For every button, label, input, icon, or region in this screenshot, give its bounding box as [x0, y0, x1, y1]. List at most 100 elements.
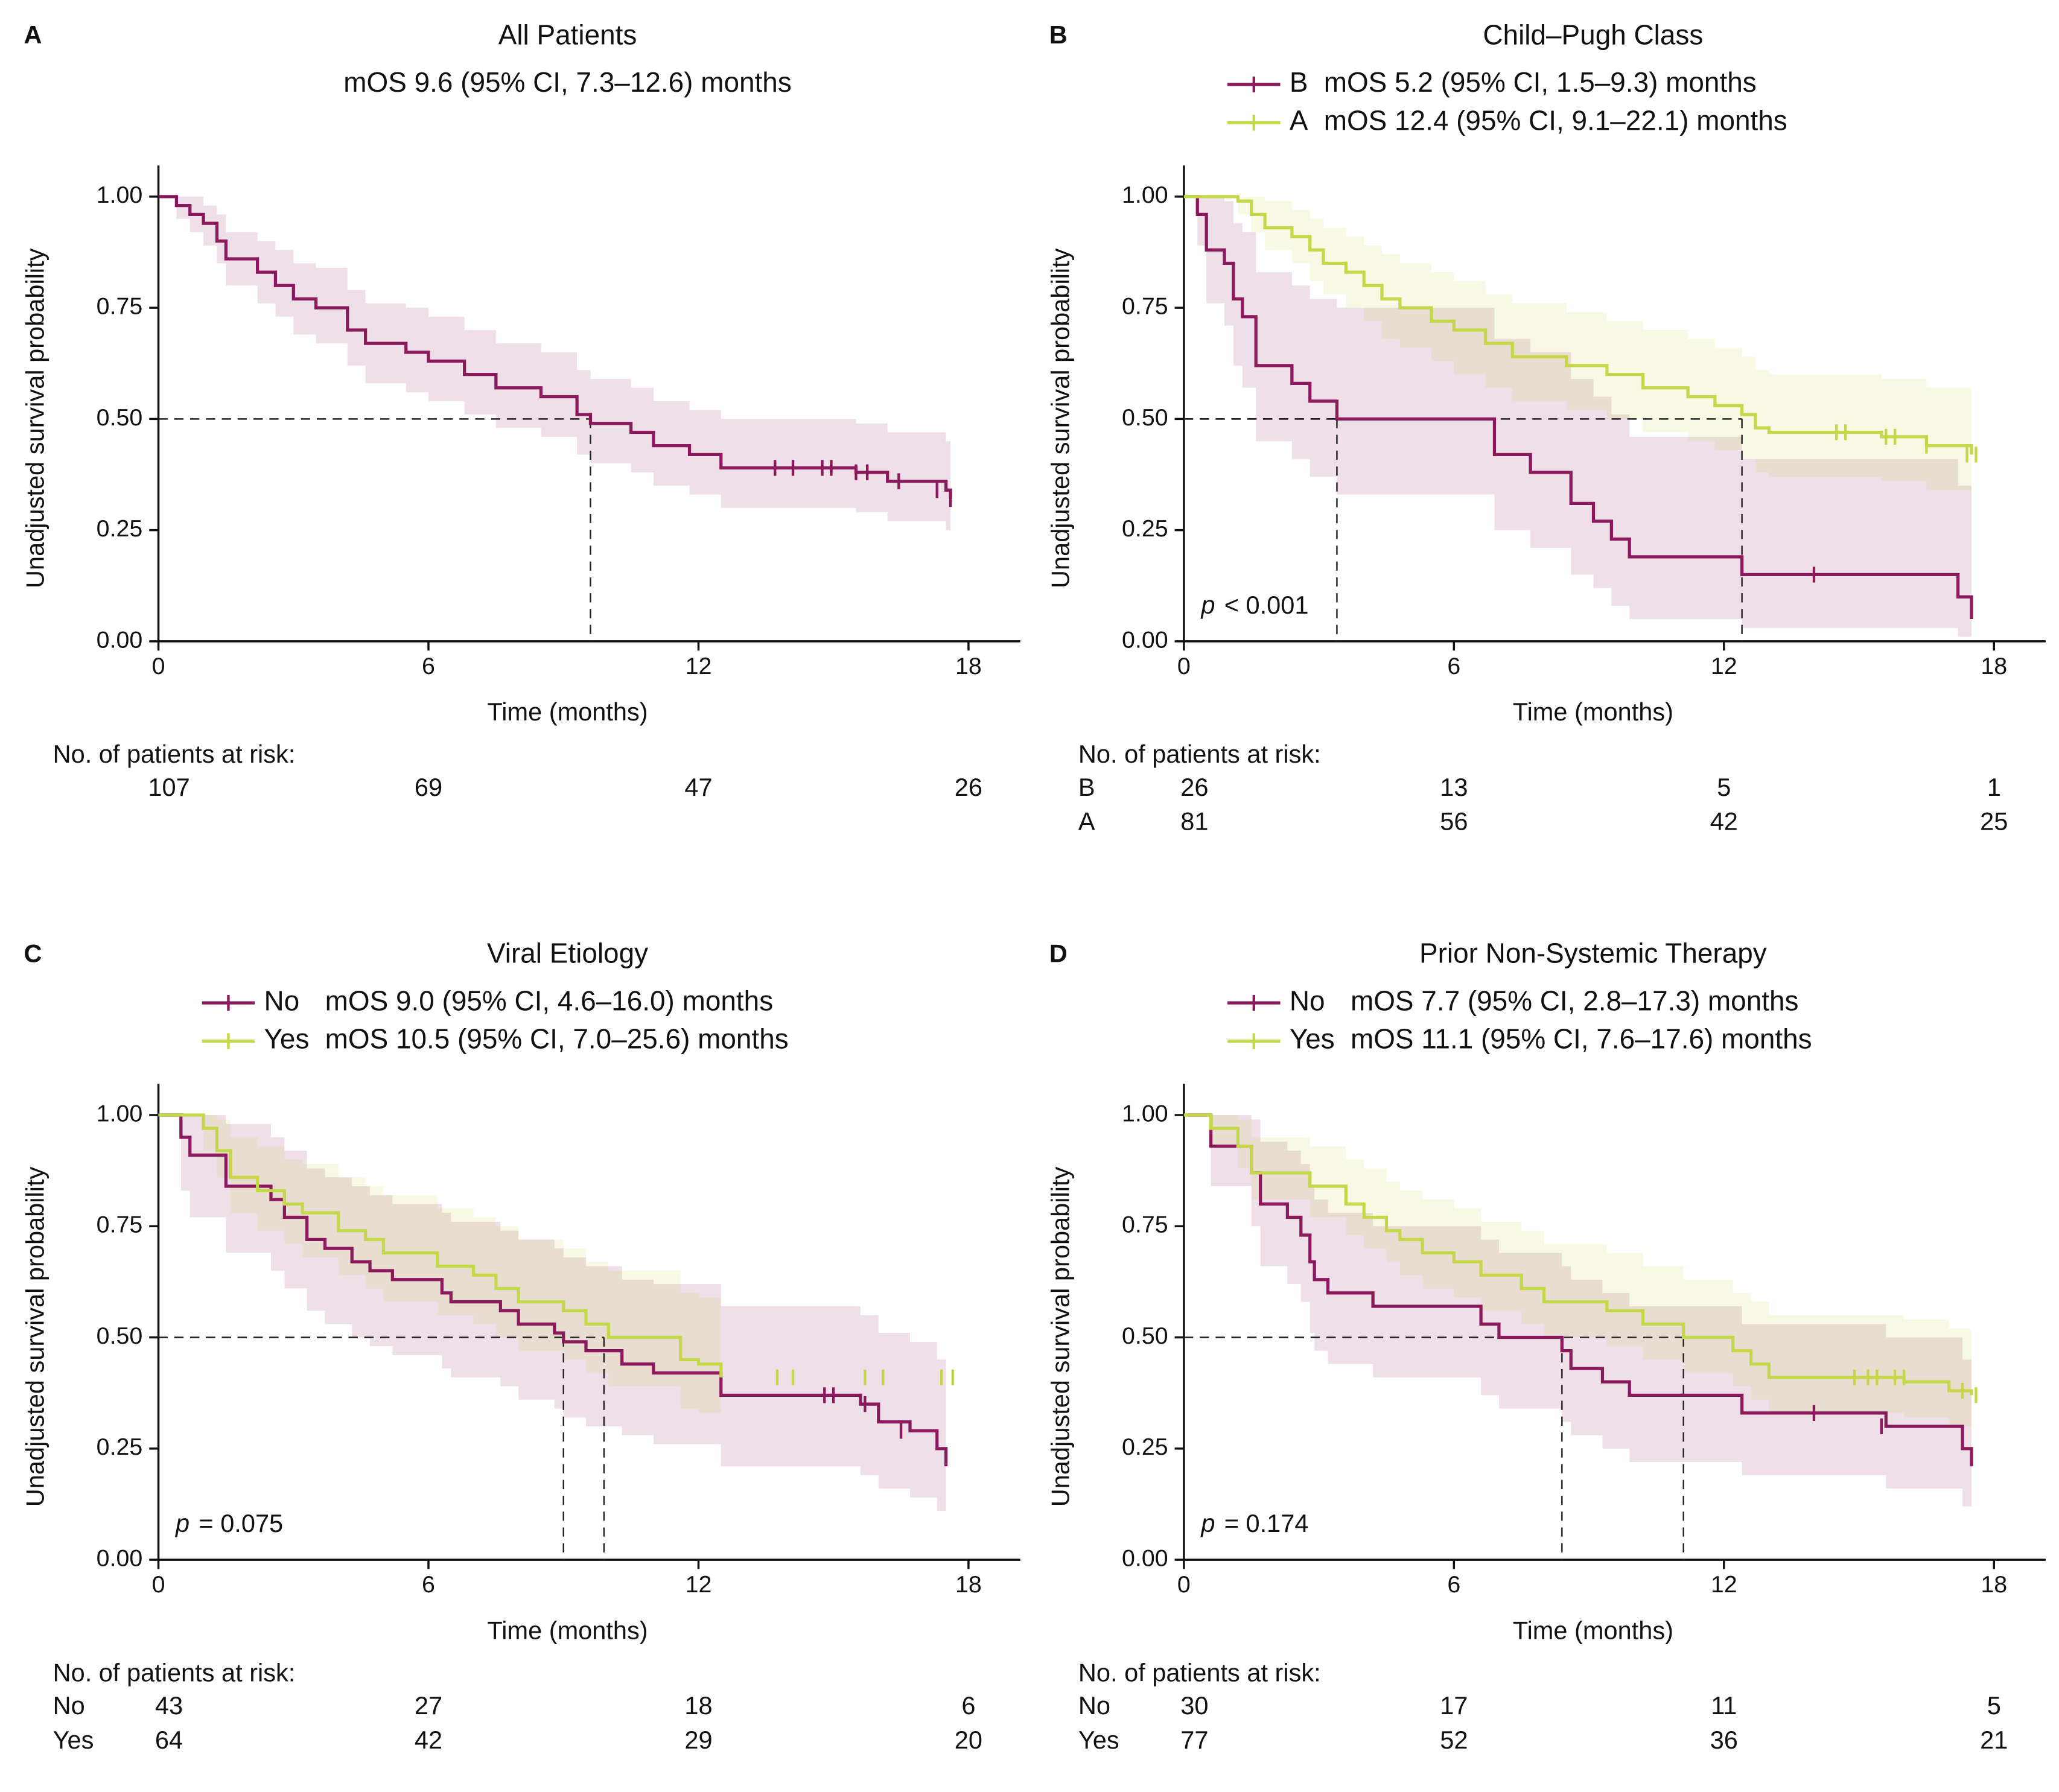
risk-count: 107 [148, 773, 189, 801]
y-axis-label: Unadjusted survival probability [21, 1167, 49, 1507]
risk-count: 17 [1440, 1691, 1468, 1720]
risk-row-label: A [1078, 807, 1095, 836]
survival-curve [158, 1113, 723, 1377]
survival-curve [1183, 1113, 1973, 1467]
confidence-band [158, 196, 951, 539]
x-tick-label: 12 [1711, 1571, 1737, 1598]
chart-title: Viral Etiology [487, 938, 648, 969]
legend-text: mOS 12.4 (95% CI, 9.1–22.1) months [1324, 105, 1787, 136]
legend-name: Yes [1290, 1023, 1335, 1055]
chart-title: Prior Non-Systemic Therapy [1419, 938, 1767, 969]
legend-name: No [1290, 985, 1325, 1016]
risk-count: 6 [961, 1691, 975, 1720]
y-tick-label: 1.00 [97, 182, 143, 208]
y-tick-label: 0.25 [1122, 515, 1168, 542]
x-tick-label: 18 [1981, 653, 2007, 679]
legend-name: No [264, 985, 300, 1016]
risk-count: 29 [684, 1726, 712, 1754]
y-tick-label: 1.00 [1122, 182, 1168, 208]
y-tick-label: 0.50 [1122, 404, 1168, 431]
risk-count: 1 [1987, 773, 2001, 801]
x-tick-label: 18 [955, 1571, 982, 1598]
risk-row-label: No [53, 1691, 85, 1720]
y-tick-label: 0.25 [97, 1434, 143, 1460]
legend-text: mOS 5.2 (95% CI, 1.5–9.3) months [1324, 66, 1757, 98]
y-tick-label: 0.25 [1122, 1434, 1168, 1460]
risk-count: 11 [1711, 1691, 1737, 1720]
x-tick-label: 0 [152, 1571, 165, 1598]
risk-count: 69 [415, 773, 442, 801]
x-tick-label: 6 [1447, 1571, 1460, 1598]
legend-text: mOS 7.7 (95% CI, 2.8–17.3) months [1351, 985, 1799, 1016]
y-tick-label: 0.50 [97, 1323, 143, 1349]
y-tick-label: 0.50 [1122, 1323, 1168, 1349]
risk-title: No. of patients at risk: [1078, 1658, 1321, 1686]
confidence-band [1183, 1115, 1971, 1431]
risk-count: 42 [415, 1726, 442, 1754]
p-value: < 0.001 [1224, 591, 1309, 619]
risk-count: 47 [684, 773, 712, 801]
risk-count: 77 [1180, 1726, 1208, 1754]
y-tick-label: 1.00 [97, 1100, 143, 1126]
p-symbol: p [1200, 1509, 1215, 1537]
confidence-band [158, 1115, 946, 1525]
panel-label: A [24, 21, 42, 49]
x-axis-label: Time (months) [1513, 697, 1673, 726]
x-tick-label: 0 [152, 653, 165, 679]
risk-row-label: No [1078, 1691, 1110, 1720]
y-tick-label: 0.50 [97, 404, 143, 431]
y-axis-label: Unadjusted survival probability [1046, 1167, 1075, 1507]
risk-count: 36 [1710, 1726, 1738, 1754]
panel-label: D [1049, 939, 1068, 967]
risk-row-label: Yes [53, 1726, 94, 1754]
risk-count: 20 [955, 1726, 982, 1754]
confidence-band [1183, 196, 1971, 641]
risk-count: 30 [1180, 1691, 1208, 1720]
risk-count: 52 [1440, 1726, 1468, 1754]
risk-count: 43 [155, 1691, 183, 1720]
chart-title: All Patients [498, 19, 637, 50]
p-symbol: p [1200, 591, 1215, 619]
risk-count: 25 [1980, 807, 2008, 836]
y-tick-label: 0.75 [1122, 1212, 1168, 1238]
x-tick-label: 18 [1981, 1571, 2007, 1598]
risk-count: 81 [1180, 807, 1208, 836]
survival-curve [1183, 195, 1973, 620]
confidence-band [158, 1115, 721, 1426]
y-tick-label: 0.75 [97, 1212, 143, 1238]
legend-text: mOS 9.0 (95% CI, 4.6–16.0) months [325, 985, 774, 1016]
risk-count: 26 [955, 773, 982, 801]
panel-label: C [24, 939, 42, 967]
legend-text: mOS 11.1 (95% CI, 7.6–17.6) months [1351, 1023, 1812, 1055]
survival-curve [1183, 195, 1973, 455]
p-value: = 0.075 [199, 1509, 283, 1537]
p-symbol: p [174, 1509, 189, 1537]
legend-text: mOS 10.5 (95% CI, 7.0–25.6) months [325, 1023, 789, 1055]
risk-count: 13 [1440, 773, 1468, 801]
risk-title: No. of patients at risk: [53, 740, 296, 768]
risk-count: 5 [1987, 1691, 2001, 1720]
y-axis-label: Unadjusted survival probability [21, 248, 49, 588]
x-tick-label: 6 [1447, 653, 1460, 679]
risk-count: 42 [1710, 807, 1738, 836]
risk-count: 5 [1717, 773, 1731, 801]
y-tick-label: 0.00 [97, 1545, 143, 1571]
y-tick-label: 0.75 [97, 293, 143, 320]
survival-curve [158, 1113, 948, 1467]
p-value: = 0.174 [1224, 1509, 1309, 1537]
risk-title: No. of patients at risk: [1078, 740, 1321, 768]
risk-count: 64 [155, 1726, 183, 1754]
y-tick-label: 1.00 [1122, 1100, 1168, 1126]
risk-row-label: B [1078, 773, 1095, 801]
chart-title: Child–Pugh Class [1483, 19, 1703, 50]
x-tick-label: 0 [1177, 1571, 1191, 1598]
risk-count: 56 [1440, 807, 1468, 836]
legend-name: Yes [264, 1023, 310, 1055]
risk-count: 27 [415, 1691, 442, 1720]
risk-count: 21 [1980, 1726, 2008, 1754]
chart-subtitle: mOS 9.6 (95% CI, 7.3–12.6) months [343, 66, 792, 98]
panel-label: B [1049, 21, 1068, 49]
risk-count: 26 [1180, 773, 1208, 801]
x-tick-label: 0 [1177, 653, 1191, 679]
